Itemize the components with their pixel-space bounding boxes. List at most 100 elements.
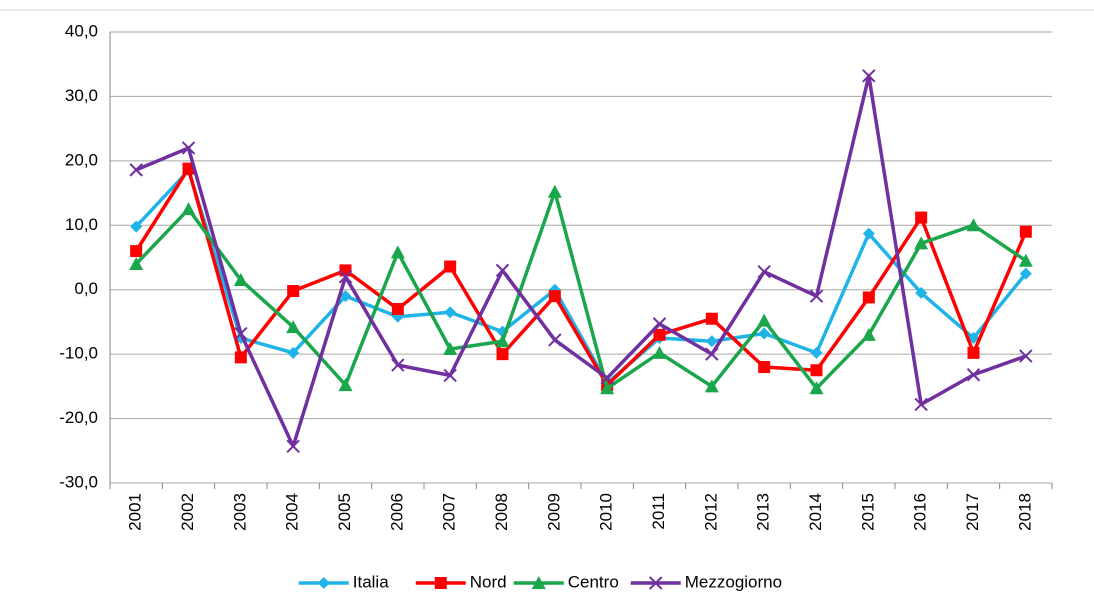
- marker: [129, 163, 143, 177]
- x-tick-label: 2008: [492, 493, 511, 531]
- marker: [548, 290, 561, 303]
- marker: [287, 285, 300, 298]
- marker: [495, 263, 510, 278]
- x-tick-label: 2013: [754, 493, 773, 531]
- marker: [600, 381, 615, 395]
- x-tick-label: 2014: [806, 493, 825, 531]
- x-tick-label: 2006: [387, 493, 406, 531]
- marker: [182, 162, 195, 175]
- x-tick-label: 2016: [911, 493, 930, 531]
- marker: [862, 291, 875, 304]
- marker: [861, 327, 876, 341]
- y-tick-label: 10,0: [65, 215, 98, 234]
- y-tick-label: -20,0: [59, 408, 98, 427]
- marker: [915, 211, 928, 224]
- marker: [339, 264, 352, 277]
- marker: [653, 328, 666, 341]
- marker: [287, 346, 300, 359]
- y-tick-label: 30,0: [65, 86, 98, 105]
- marker: [862, 227, 875, 240]
- marker: [317, 577, 330, 589]
- marker: [1019, 267, 1032, 280]
- series-line: [134, 166, 1028, 387]
- legend-label: Nord: [470, 572, 507, 591]
- marker: [181, 141, 196, 155]
- x-tick-label: 2012: [701, 493, 720, 531]
- marker: [338, 270, 353, 284]
- marker: [600, 371, 614, 385]
- x-tick-label: 2001: [126, 493, 145, 531]
- marker: [496, 348, 509, 361]
- x-tick-label: 2011: [649, 493, 668, 530]
- marker: [286, 439, 300, 453]
- marker: [809, 381, 824, 395]
- marker: [810, 364, 823, 377]
- marker: [443, 341, 458, 355]
- x-tick-label: 2015: [858, 493, 877, 531]
- y-tick-label: 20,0: [65, 150, 98, 169]
- marker: [434, 577, 447, 589]
- marker: [652, 317, 667, 331]
- marker: [234, 326, 248, 341]
- marker: [391, 358, 405, 372]
- marker: [1019, 225, 1032, 238]
- marker: [130, 220, 143, 233]
- marker: [444, 306, 457, 319]
- marker: [704, 379, 719, 393]
- marker: [967, 346, 980, 359]
- legend-label: Italia: [353, 572, 389, 591]
- marker: [286, 320, 301, 334]
- y-tick-label: -30,0: [59, 472, 98, 491]
- marker: [443, 368, 457, 383]
- x-tick-label: 2002: [178, 493, 197, 531]
- y-tick-label: 0,0: [74, 279, 98, 298]
- legend-label: Mezzogiorno: [685, 572, 782, 591]
- marker: [339, 290, 352, 303]
- y-tick-label: 40,0: [65, 21, 98, 40]
- marker: [391, 303, 404, 316]
- marker: [862, 69, 876, 83]
- marker: [966, 218, 981, 232]
- x-tick-label: 2010: [597, 493, 616, 531]
- marker: [966, 368, 981, 382]
- marker: [531, 576, 546, 589]
- marker: [705, 312, 718, 325]
- marker: [129, 256, 144, 270]
- x-tick-label: 2017: [963, 493, 982, 531]
- marker: [444, 260, 457, 273]
- marker: [809, 289, 824, 303]
- marker: [758, 361, 771, 374]
- x-tick-label: 2003: [230, 493, 249, 531]
- marker: [649, 576, 663, 590]
- series-line: [134, 168, 1028, 385]
- series-line: [135, 74, 1027, 449]
- marker: [390, 245, 405, 259]
- x-tick-label: 2007: [440, 493, 459, 531]
- marker: [652, 345, 667, 359]
- marker: [914, 397, 928, 412]
- marker: [810, 346, 823, 359]
- marker: [915, 286, 928, 299]
- marker: [758, 327, 771, 340]
- marker: [130, 245, 143, 258]
- marker: [705, 335, 718, 348]
- marker: [705, 347, 719, 361]
- x-tick-label: 2004: [283, 493, 302, 531]
- marker: [181, 202, 196, 216]
- marker: [1018, 253, 1033, 267]
- marker: [914, 236, 929, 250]
- marker: [234, 351, 247, 364]
- legend-label: Centro: [568, 572, 619, 591]
- marker: [757, 313, 772, 327]
- marker: [233, 273, 248, 287]
- x-tick-label: 2018: [1015, 493, 1034, 531]
- series-line: [134, 190, 1027, 391]
- marker: [338, 378, 353, 392]
- x-tick-label: 2005: [335, 493, 354, 531]
- marker: [548, 333, 562, 347]
- x-tick-label: 2009: [544, 493, 563, 531]
- marker: [547, 184, 562, 198]
- marker: [757, 264, 771, 279]
- y-tick-label: -10,0: [59, 344, 98, 363]
